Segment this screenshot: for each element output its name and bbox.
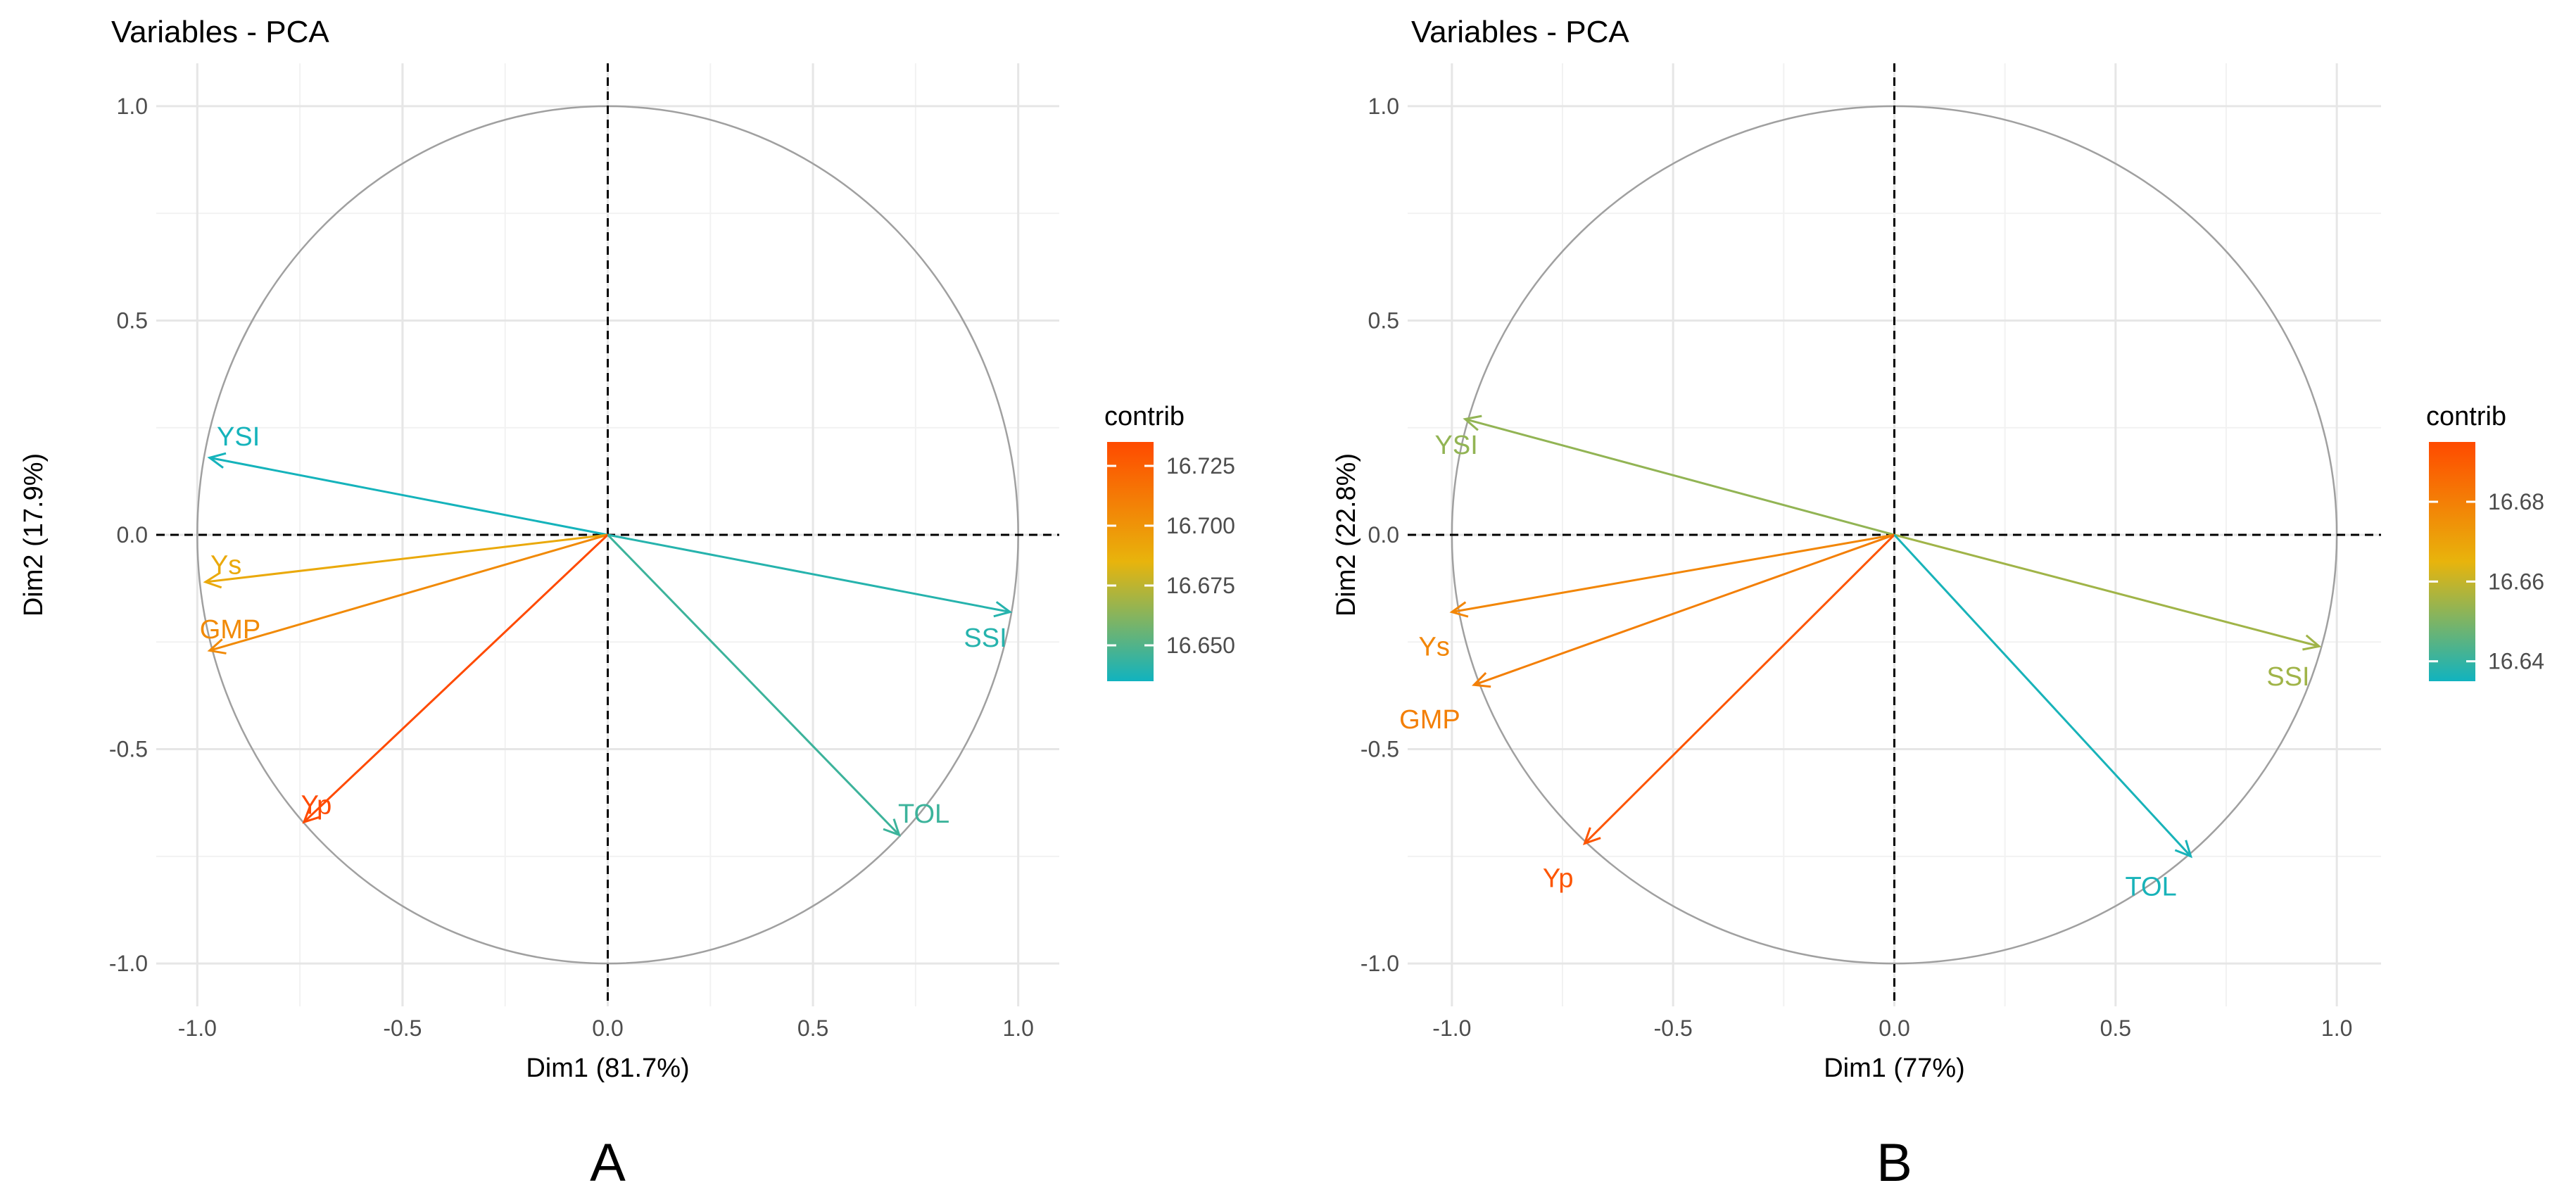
y-tick-label: 0.5	[117, 308, 148, 333]
arrowhead-ssi	[993, 601, 1013, 618]
variable-label-ysi: YSI	[1435, 431, 1478, 460]
arrowhead-yp	[1583, 827, 1601, 845]
x-tick-label: -0.5	[383, 1016, 422, 1041]
arrow-ssi	[607, 533, 1011, 614]
arrow-ysi	[209, 456, 608, 536]
variable-label-gmp: GMP	[200, 615, 261, 645]
variable-label-yp: Yp	[1543, 863, 1574, 893]
y-tick-label: -0.5	[1360, 737, 1399, 762]
x-tick-label: 0.0	[1879, 1016, 1909, 1041]
arrow-ssi	[1894, 533, 2320, 647]
panel-label: A	[590, 1133, 626, 1193]
legend-tick-label: 16.66	[2488, 569, 2544, 594]
variable-label-ys: Ys	[1419, 632, 1450, 662]
y-tick-label: -1.0	[1360, 951, 1399, 976]
arrowhead-ysi	[1463, 415, 1482, 431]
arrow-gmp	[1473, 533, 1895, 686]
arrowhead-ssi	[2302, 634, 2322, 651]
variable-label-tol: TOL	[898, 799, 949, 829]
legend-color-bar	[2429, 442, 2475, 681]
arrow-tol	[607, 533, 900, 836]
arrow-ys	[1451, 533, 1895, 614]
variable-label-ssi: SSI	[964, 624, 1006, 653]
legend-tick-label: 16.650	[1166, 633, 1235, 658]
arrowhead-tol	[883, 818, 901, 837]
arrowhead-gmp	[1472, 672, 1491, 688]
arrow-ys	[205, 533, 608, 583]
legend-tick-label: 16.700	[1166, 513, 1235, 538]
x-tick-label: -1.0	[178, 1016, 217, 1041]
y-tick-label: 0.5	[1368, 308, 1399, 333]
legend-tick-label: 16.68	[2488, 489, 2544, 514]
chart-title: Variables - PCA	[111, 15, 329, 49]
arrowhead-ys	[203, 571, 222, 589]
arrowhead-tol	[2174, 840, 2193, 859]
x-axis-label: Dim1 (77%)	[1824, 1054, 1965, 1083]
x-tick-label: -0.5	[1654, 1016, 1693, 1041]
variable-label-yp: Yp	[301, 791, 332, 821]
x-tick-label: 1.0	[1002, 1016, 1033, 1041]
arrowhead-gmp	[207, 638, 227, 654]
y-tick-label: -0.5	[109, 737, 148, 762]
arrow-gmp	[209, 533, 608, 652]
x-tick-label: 0.5	[2100, 1016, 2131, 1041]
x-tick-label: 0.5	[797, 1016, 828, 1041]
y-tick-label: 1.0	[1368, 94, 1399, 119]
legend-title: contrib	[2426, 402, 2506, 431]
x-axis-label: Dim1 (81.7%)	[526, 1054, 689, 1083]
arrow-ysi	[1465, 418, 1895, 536]
legend-tick-label: 16.725	[1166, 453, 1235, 479]
x-tick-label: 0.0	[592, 1016, 623, 1041]
variable-label-ssi: SSI	[2266, 662, 2309, 692]
arrowhead-yp	[302, 806, 321, 824]
variable-label-ys: Ys	[210, 551, 241, 581]
arrowhead-ysi	[207, 452, 227, 469]
x-tick-label: -1.0	[1432, 1016, 1471, 1041]
panel-a: -1.0 -0.5 0.0 0.5 1.0 -1.0 -0.5 0.0 0.5 1.0 Variab…	[19, 15, 1235, 1193]
y-tick-label: 1.0	[117, 94, 148, 119]
arrow-yp	[1584, 533, 1895, 844]
legend-title: contrib	[1104, 402, 1185, 431]
y-tick-label: 0.0	[117, 522, 148, 548]
arrowhead-ys	[1449, 601, 1469, 618]
variable-label-tol: TOL	[2125, 872, 2176, 902]
chart-title: Variables - PCA	[1411, 15, 1629, 49]
y-tick-label: -1.0	[109, 951, 148, 976]
x-tick-label: 1.0	[2321, 1016, 2352, 1041]
variable-label-gmp: GMP	[1399, 705, 1460, 735]
legend-tick-label: 16.675	[1166, 573, 1235, 598]
variable-label-ysi: YSI	[217, 422, 260, 452]
panel-label: B	[1876, 1133, 1912, 1193]
legend-tick-label: 16.64	[2488, 649, 2544, 674]
y-axis-label: Dim2 (17.9%)	[19, 453, 49, 616]
arrow-tol	[1893, 533, 2192, 857]
panel-b: -1.0 -0.5 0.0 0.5 1.0 -1.0 -0.5 0.0 0.5 1.0 Variab…	[1332, 15, 2544, 1193]
arrow-yp	[303, 533, 609, 823]
y-tick-label: 0.0	[1368, 522, 1399, 548]
legend-color-bar	[1107, 442, 1154, 681]
y-axis-label: Dim2 (22.8%)	[1332, 453, 1361, 616]
